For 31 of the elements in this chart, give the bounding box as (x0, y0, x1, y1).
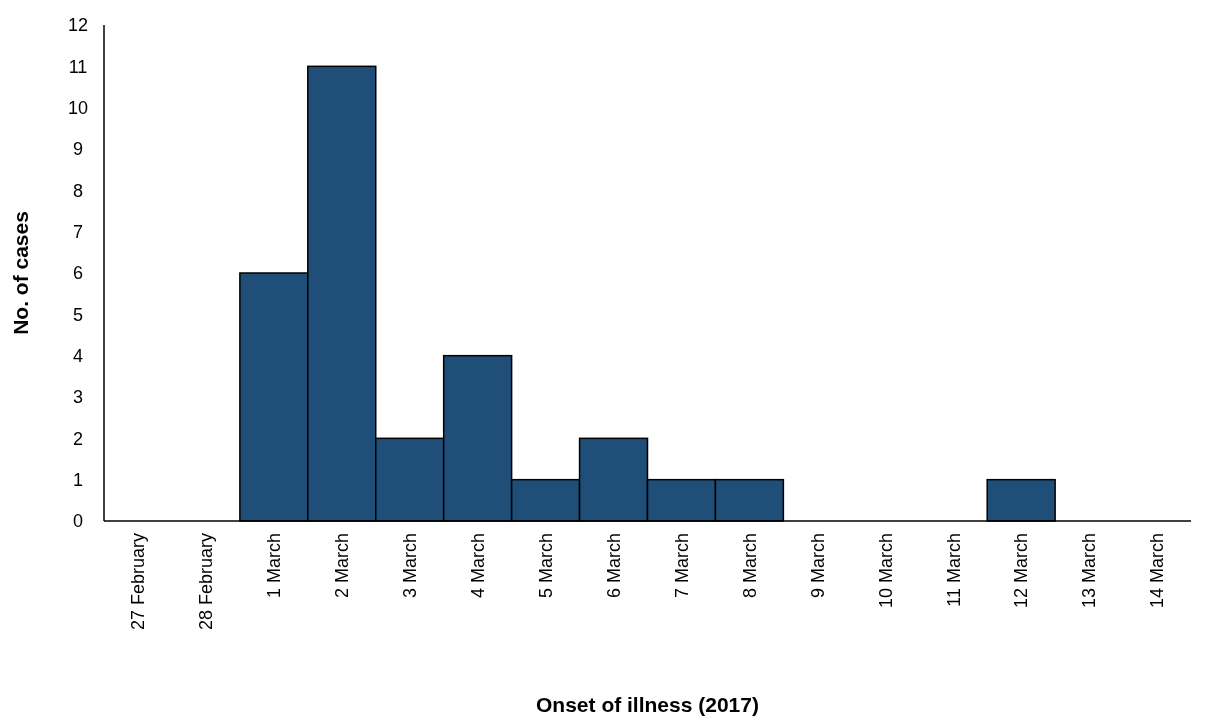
y-tick-label: 0 (72, 511, 84, 532)
y-axis-title: No. of cases (9, 211, 32, 335)
y-tick-label: 5 (72, 304, 84, 325)
x-tick-label: 12 March (1011, 533, 1032, 609)
x-tick-label: 7 March (671, 533, 692, 599)
y-tick-label: 8 (72, 180, 84, 201)
x-tick-label: 1 March (264, 533, 285, 599)
x-tick-label: 28 February (196, 533, 217, 631)
y-tick-label: 12 (67, 15, 89, 36)
x-axis-title: Onset of illness (2017) (536, 693, 759, 716)
x-tick-label: 8 March (739, 533, 760, 599)
y-tick-label: 1 (72, 469, 84, 490)
x-tick-label: 13 March (1079, 533, 1100, 609)
x-tick-label: 10 March (875, 533, 896, 609)
y-tick-label: 3 (72, 387, 84, 408)
y-tick-label: 9 (72, 139, 84, 160)
y-tick-label: 2 (72, 428, 84, 449)
x-tick-label: 27 February (128, 533, 149, 631)
y-tick-label: 6 (72, 263, 84, 284)
x-tick-label: 9 March (807, 533, 828, 599)
y-tick-label: 10 (67, 97, 89, 118)
y-tick-label: 11 (68, 56, 88, 77)
x-tick-label: 5 March (535, 533, 556, 599)
y-tick-label: 7 (72, 221, 84, 242)
x-tick-label: 14 March (1147, 533, 1168, 609)
x-tick-label: 3 March (400, 533, 421, 599)
x-tick-label: 11 March (943, 533, 964, 607)
x-tick-label: 6 March (603, 533, 624, 599)
x-tick-label: 4 March (467, 533, 488, 599)
x-tick-label: 2 March (332, 533, 353, 599)
y-tick-label: 4 (72, 345, 84, 366)
